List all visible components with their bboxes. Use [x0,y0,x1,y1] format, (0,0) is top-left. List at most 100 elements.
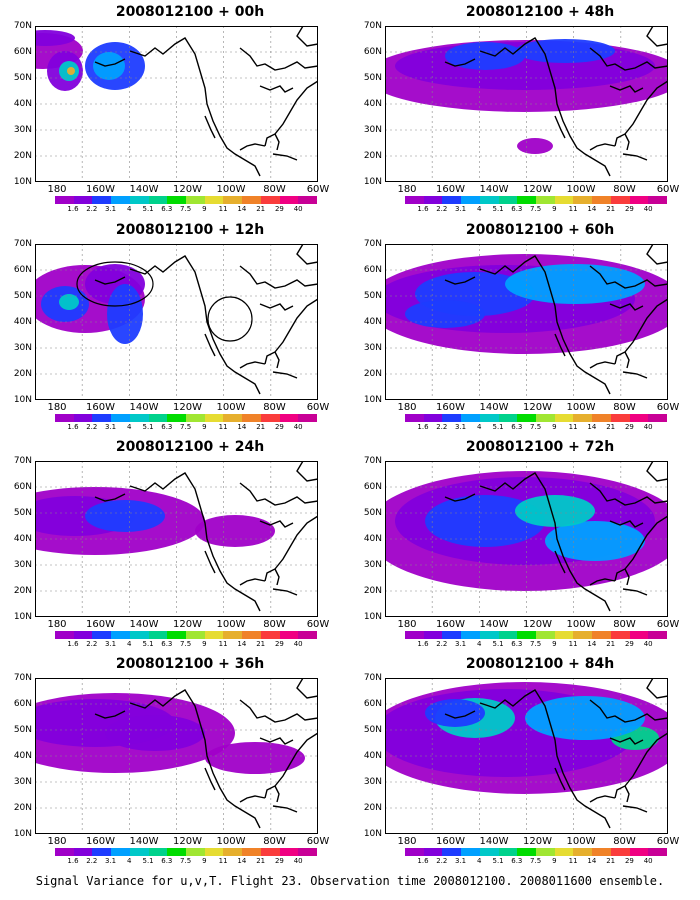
colorbar-label: 11 [568,205,578,213]
colorbar-swatch [423,631,443,639]
colorbar-label: 1.6 [67,857,79,865]
colorbar-swatch [111,631,130,639]
coastline [259,303,294,311]
coastline [264,732,318,799]
colorbar-label: 11 [568,857,578,865]
colorbar-label: 29 [624,640,634,648]
colorbar-label: 7.5 [180,205,192,213]
colorbar-swatch [111,196,130,204]
lat-label: 30N [363,125,382,135]
map-panel [35,461,318,617]
panel-title: 2008012100 + 12h [115,222,265,238]
coastline [296,244,318,265]
colorbar-label: 40 [643,423,653,431]
colorbar-label: 21 [606,857,616,865]
colorbar-labels: 1.6 2.2 3.1 4 5.1 6.3 7.5 9 11 14 21 29 40 [417,640,667,650]
colorbar-swatch [498,196,518,204]
colorbar-label: 9 [552,640,557,648]
coastline [274,351,280,369]
map-panel [35,678,318,834]
colorbar-swatch [592,414,611,422]
coastline [479,255,611,395]
variance-region [517,138,553,154]
panel-title: 2008012100 + 36h [115,656,265,672]
lat-label: 30N [13,560,32,570]
colorbar-label: 11 [218,857,228,865]
colorbar-swatch [73,414,93,422]
colorbar-swatch [279,631,299,639]
coastline [589,265,668,289]
colorbar-swatch [592,848,611,856]
colorbar-label: 7.5 [530,857,542,865]
coastline [272,371,298,379]
lon-label: 60W [656,184,680,195]
colorbar-label: 29 [624,205,634,213]
colorbar-swatch [298,414,318,422]
colorbar-swatch [186,848,205,856]
colorbar-label: 40 [293,640,303,648]
colorbar-label: 6.3 [511,205,523,213]
lon-label: 80W [613,402,636,413]
colorbar-swatch [423,196,443,204]
map-panel [385,244,668,400]
colorbar-label: 9 [202,857,207,865]
coastline [589,578,616,586]
coastline [614,80,668,147]
colorbar-label: 21 [606,205,616,213]
colorbar-label: 14 [587,205,597,213]
colorbar-swatch [573,848,593,856]
coastline [479,472,611,612]
colorbar-label: 5.1 [492,640,504,648]
coastline [444,276,476,285]
map-frame [35,461,318,617]
colorbar-swatch [298,848,318,856]
colorbar-swatch [73,848,93,856]
lon-label: 60W [306,184,330,195]
colorbar-swatch [610,631,630,639]
colorbar-labels: 1.6 2.2 3.1 4 5.1 6.3 7.5 9 11 14 21 29 40 [417,423,667,433]
colorbar-swatch [536,196,555,204]
lon-label: 140W [129,836,159,847]
colorbar-label: 40 [293,205,303,213]
coastline [204,550,216,574]
colorbar-label: 11 [568,640,578,648]
colorbar-label: 14 [237,857,247,865]
lon-label: 160W [86,619,115,630]
lat-label: 50N [13,291,32,301]
colorbar-label: 7.5 [530,640,542,648]
lon-label: 160W [86,402,115,413]
lat-label: 20N [363,369,382,379]
lon-label: 80W [263,184,286,195]
colorbar-swatch [129,414,149,422]
colorbar-label: 14 [587,640,597,648]
colorbar-label: 2.2 [436,423,448,431]
coastline [94,493,126,502]
coastline [129,37,261,177]
colorbar-swatch [461,848,480,856]
colorbar-label: 29 [274,640,284,648]
lat-label: 40N [363,317,382,327]
colorbar-swatch [260,848,280,856]
lon-label: 100W [216,619,246,630]
map-panel [35,26,318,182]
map-panel [385,26,668,182]
coastline [274,785,280,803]
lon-label: 140W [129,402,159,413]
colorbar-swatch [479,848,499,856]
colorbar-label: 4 [477,423,482,431]
coastline [609,85,644,93]
variance-region [59,294,79,310]
lat-label: 10N [363,612,382,622]
colorbar-swatch [223,631,243,639]
lat-label: 70N [13,21,32,31]
colorbar-label: 21 [256,640,266,648]
coastline [624,351,630,369]
variance-region [425,495,545,547]
colorbar-swatch [405,631,424,639]
coastline [264,80,318,147]
variance-region [515,39,615,63]
variance-region [93,52,125,80]
lon-label: 160W [86,184,115,195]
colorbar-swatch [242,848,261,856]
colorbar-swatch [129,631,149,639]
